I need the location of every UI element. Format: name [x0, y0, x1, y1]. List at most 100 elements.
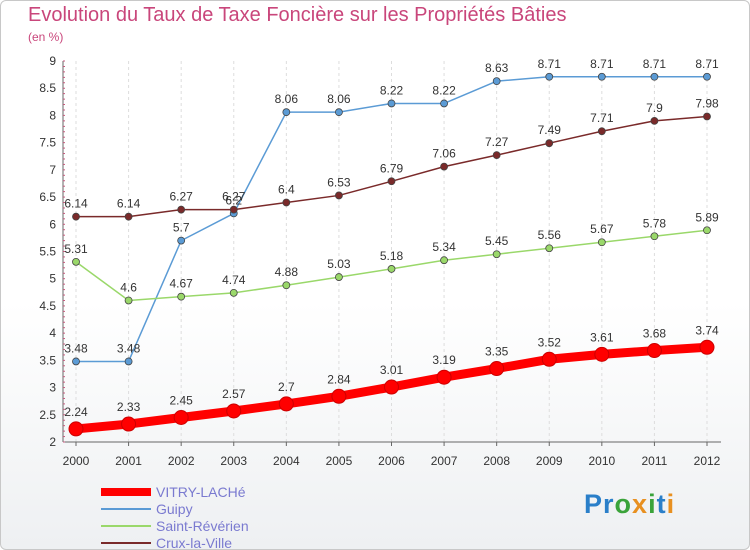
y-tick-label: 7 [49, 163, 56, 177]
data-label: 2.57 [222, 387, 246, 401]
data-point [124, 357, 133, 366]
data-point [545, 72, 554, 81]
data-point [335, 108, 343, 117]
data-label: 6.4 [278, 183, 295, 197]
data-label: 5.18 [380, 249, 404, 263]
legend-label: Saint-Révérien [156, 518, 249, 534]
x-tick-label: 2012 [694, 454, 721, 468]
chart-title: Evolution du Taux de Taxe Foncière sur l… [28, 4, 567, 26]
data-label: 2.84 [327, 372, 351, 386]
data-point [387, 265, 396, 273]
y-tick-label: 8 [49, 108, 56, 122]
legend-label: VITRY-LACHé [156, 484, 246, 500]
data-point [650, 72, 659, 81]
data-label: 8.06 [275, 92, 299, 106]
logo-letter: o [614, 489, 633, 519]
legend-swatch [101, 542, 151, 544]
y-tick-label: 6 [49, 217, 56, 231]
data-label: 4.74 [222, 273, 246, 287]
data-point [282, 108, 291, 117]
data-point [703, 112, 711, 121]
legend-swatch [101, 508, 151, 510]
data-label: 7.71 [590, 111, 614, 125]
data-point [545, 139, 554, 148]
y-tick-label: 6.5 [39, 190, 56, 204]
y-tick-label: 3 [49, 381, 56, 395]
legend-swatch [101, 488, 151, 496]
data-point [229, 288, 238, 297]
legend-label: Crux-la-Ville [156, 535, 232, 550]
data-label: 6.2 [225, 193, 242, 207]
y-tick-label: 4 [49, 326, 56, 340]
data-point [331, 388, 347, 404]
data-label: 8.71 [538, 57, 562, 71]
data-label: 3.48 [64, 341, 88, 355]
data-label: 2.33 [117, 400, 141, 414]
data-label: 2.7 [278, 380, 295, 394]
data-label: 5.31 [64, 242, 88, 256]
data-label: 3.19 [432, 353, 456, 367]
data-point [335, 191, 343, 200]
x-tick-label: 2009 [536, 454, 563, 468]
data-label: 8.22 [380, 83, 404, 97]
data-label: 5.45 [485, 234, 509, 248]
data-label: 3.35 [485, 345, 509, 359]
y-tick-label: 7.5 [39, 136, 56, 150]
data-point [177, 292, 186, 301]
data-label: 5.67 [590, 222, 614, 236]
data-label: 3.61 [590, 330, 614, 344]
data-point [278, 396, 294, 412]
proxiti-logo: Proxiti [584, 489, 675, 520]
x-tick-label: 2002 [168, 454, 195, 468]
y-tick-label: 2.5 [39, 408, 56, 422]
data-label: 8.22 [432, 83, 456, 97]
data-point [703, 226, 711, 235]
data-point [229, 205, 238, 214]
data-point [72, 257, 80, 266]
data-point [68, 421, 84, 437]
data-point [124, 212, 133, 221]
data-point [72, 357, 80, 366]
x-tick-label: 2011 [642, 454, 668, 468]
data-point [387, 177, 396, 186]
legend-swatch [101, 525, 151, 527]
legend-label: Guipy [156, 501, 193, 517]
data-label: 6.27 [169, 190, 193, 204]
y-tick-label: 4.5 [39, 299, 56, 313]
data-label: 7.98 [695, 97, 719, 111]
data-label: 6.53 [327, 175, 351, 189]
logo-letter: t [656, 489, 667, 519]
data-label: 8.06 [327, 92, 351, 106]
data-label: 7.9 [646, 101, 663, 115]
data-label: 5.03 [327, 257, 351, 271]
data-point [177, 205, 186, 214]
data-label: 2.45 [169, 394, 193, 408]
x-tick-label: 2001 [115, 454, 142, 468]
y-tick-label: 9 [49, 54, 56, 68]
data-point [121, 416, 137, 432]
data-label: 4.6 [120, 280, 137, 294]
x-tick-label: 2004 [273, 454, 300, 468]
data-point [440, 162, 448, 171]
logo-letter: x [632, 489, 649, 519]
data-point [72, 212, 80, 221]
data-point [387, 99, 396, 108]
y-tick-label: 8.5 [39, 81, 56, 95]
data-point [226, 403, 242, 419]
data-point [699, 339, 715, 355]
data-label: 5.34 [432, 240, 456, 254]
x-tick-label: 2000 [63, 454, 90, 468]
data-point [124, 296, 133, 305]
data-point [650, 116, 659, 125]
data-label: 3.68 [643, 327, 667, 341]
logo-letter: r [603, 489, 615, 519]
data-point [440, 256, 448, 265]
y-tick-label: 2 [49, 435, 56, 449]
data-point [492, 77, 501, 86]
logo-letter: P [584, 489, 604, 519]
data-point [436, 369, 452, 385]
data-label: 5.7 [173, 221, 190, 235]
data-point [650, 232, 659, 241]
